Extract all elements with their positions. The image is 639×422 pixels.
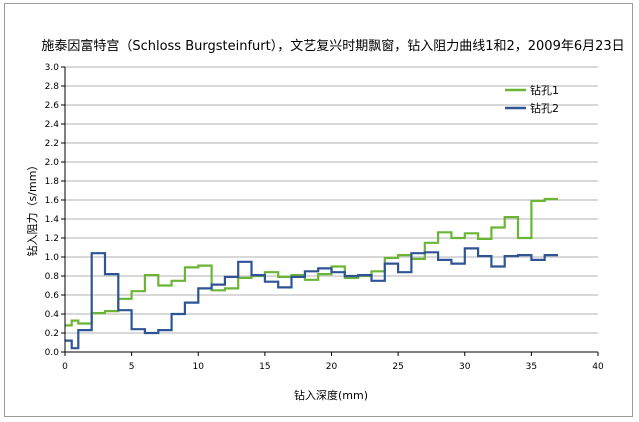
x-tick-label: 35	[526, 362, 537, 372]
series-line-1	[65, 197, 558, 327]
x-tick-label: 40	[592, 362, 604, 372]
legend-label-1: 钻孔1	[530, 83, 559, 97]
x-tick-label: 25	[392, 362, 403, 372]
y-tick-label: 2.4	[45, 120, 60, 130]
y-tick-label: 0.6	[45, 291, 60, 301]
y-tick-label: 0.8	[45, 272, 60, 282]
x-tick-label: 30	[459, 362, 471, 372]
y-tick-label: 0.0	[45, 348, 60, 358]
x-tick-label: 0	[62, 362, 68, 372]
x-tick-label: 10	[193, 362, 205, 372]
grid	[65, 66, 598, 334]
y-tick-label: 1.2	[45, 234, 59, 244]
axes	[61, 66, 599, 356]
y-tick-label: 1.4	[45, 215, 60, 225]
y-tick-label: 0.4	[45, 310, 60, 320]
x-axis-title: 钻入深度(mm)	[294, 388, 368, 402]
y-axis-title: 钻入阻力（s/mm）	[25, 160, 39, 257]
legend-label-2: 钻孔2	[530, 101, 559, 115]
y-tick-label: 2.0	[45, 158, 60, 168]
x-tick-label: 20	[326, 362, 338, 372]
y-tick-label: 1.8	[45, 177, 60, 187]
y-tick-label: 1.6	[45, 196, 60, 206]
series-layer	[65, 197, 558, 350]
x-tick-label: 15	[259, 362, 270, 372]
series-line-2	[65, 247, 558, 350]
y-tick-label: 2.2	[45, 139, 59, 149]
chart-title: 施泰因富特宫（Schloss Burgsteinfurt），文艺复兴时期飘窗，钻…	[41, 38, 624, 54]
x-tick-label: 5	[129, 362, 135, 372]
y-tick-label: 0.2	[45, 329, 59, 339]
y-tick-label: 1.0	[45, 253, 60, 263]
y-tick-label: 2.6	[45, 101, 60, 111]
y-tick-label: 2.8	[45, 82, 60, 92]
tick-labels: 0.0 0.2 0.4 0.6 0.8 1.0 1.2 1.4 1.6 1.8 2.0 2.2 2.4 2…	[45, 63, 604, 372]
y-tick-label: 3.0	[45, 63, 60, 73]
chart-frame	[4, 3, 633, 417]
